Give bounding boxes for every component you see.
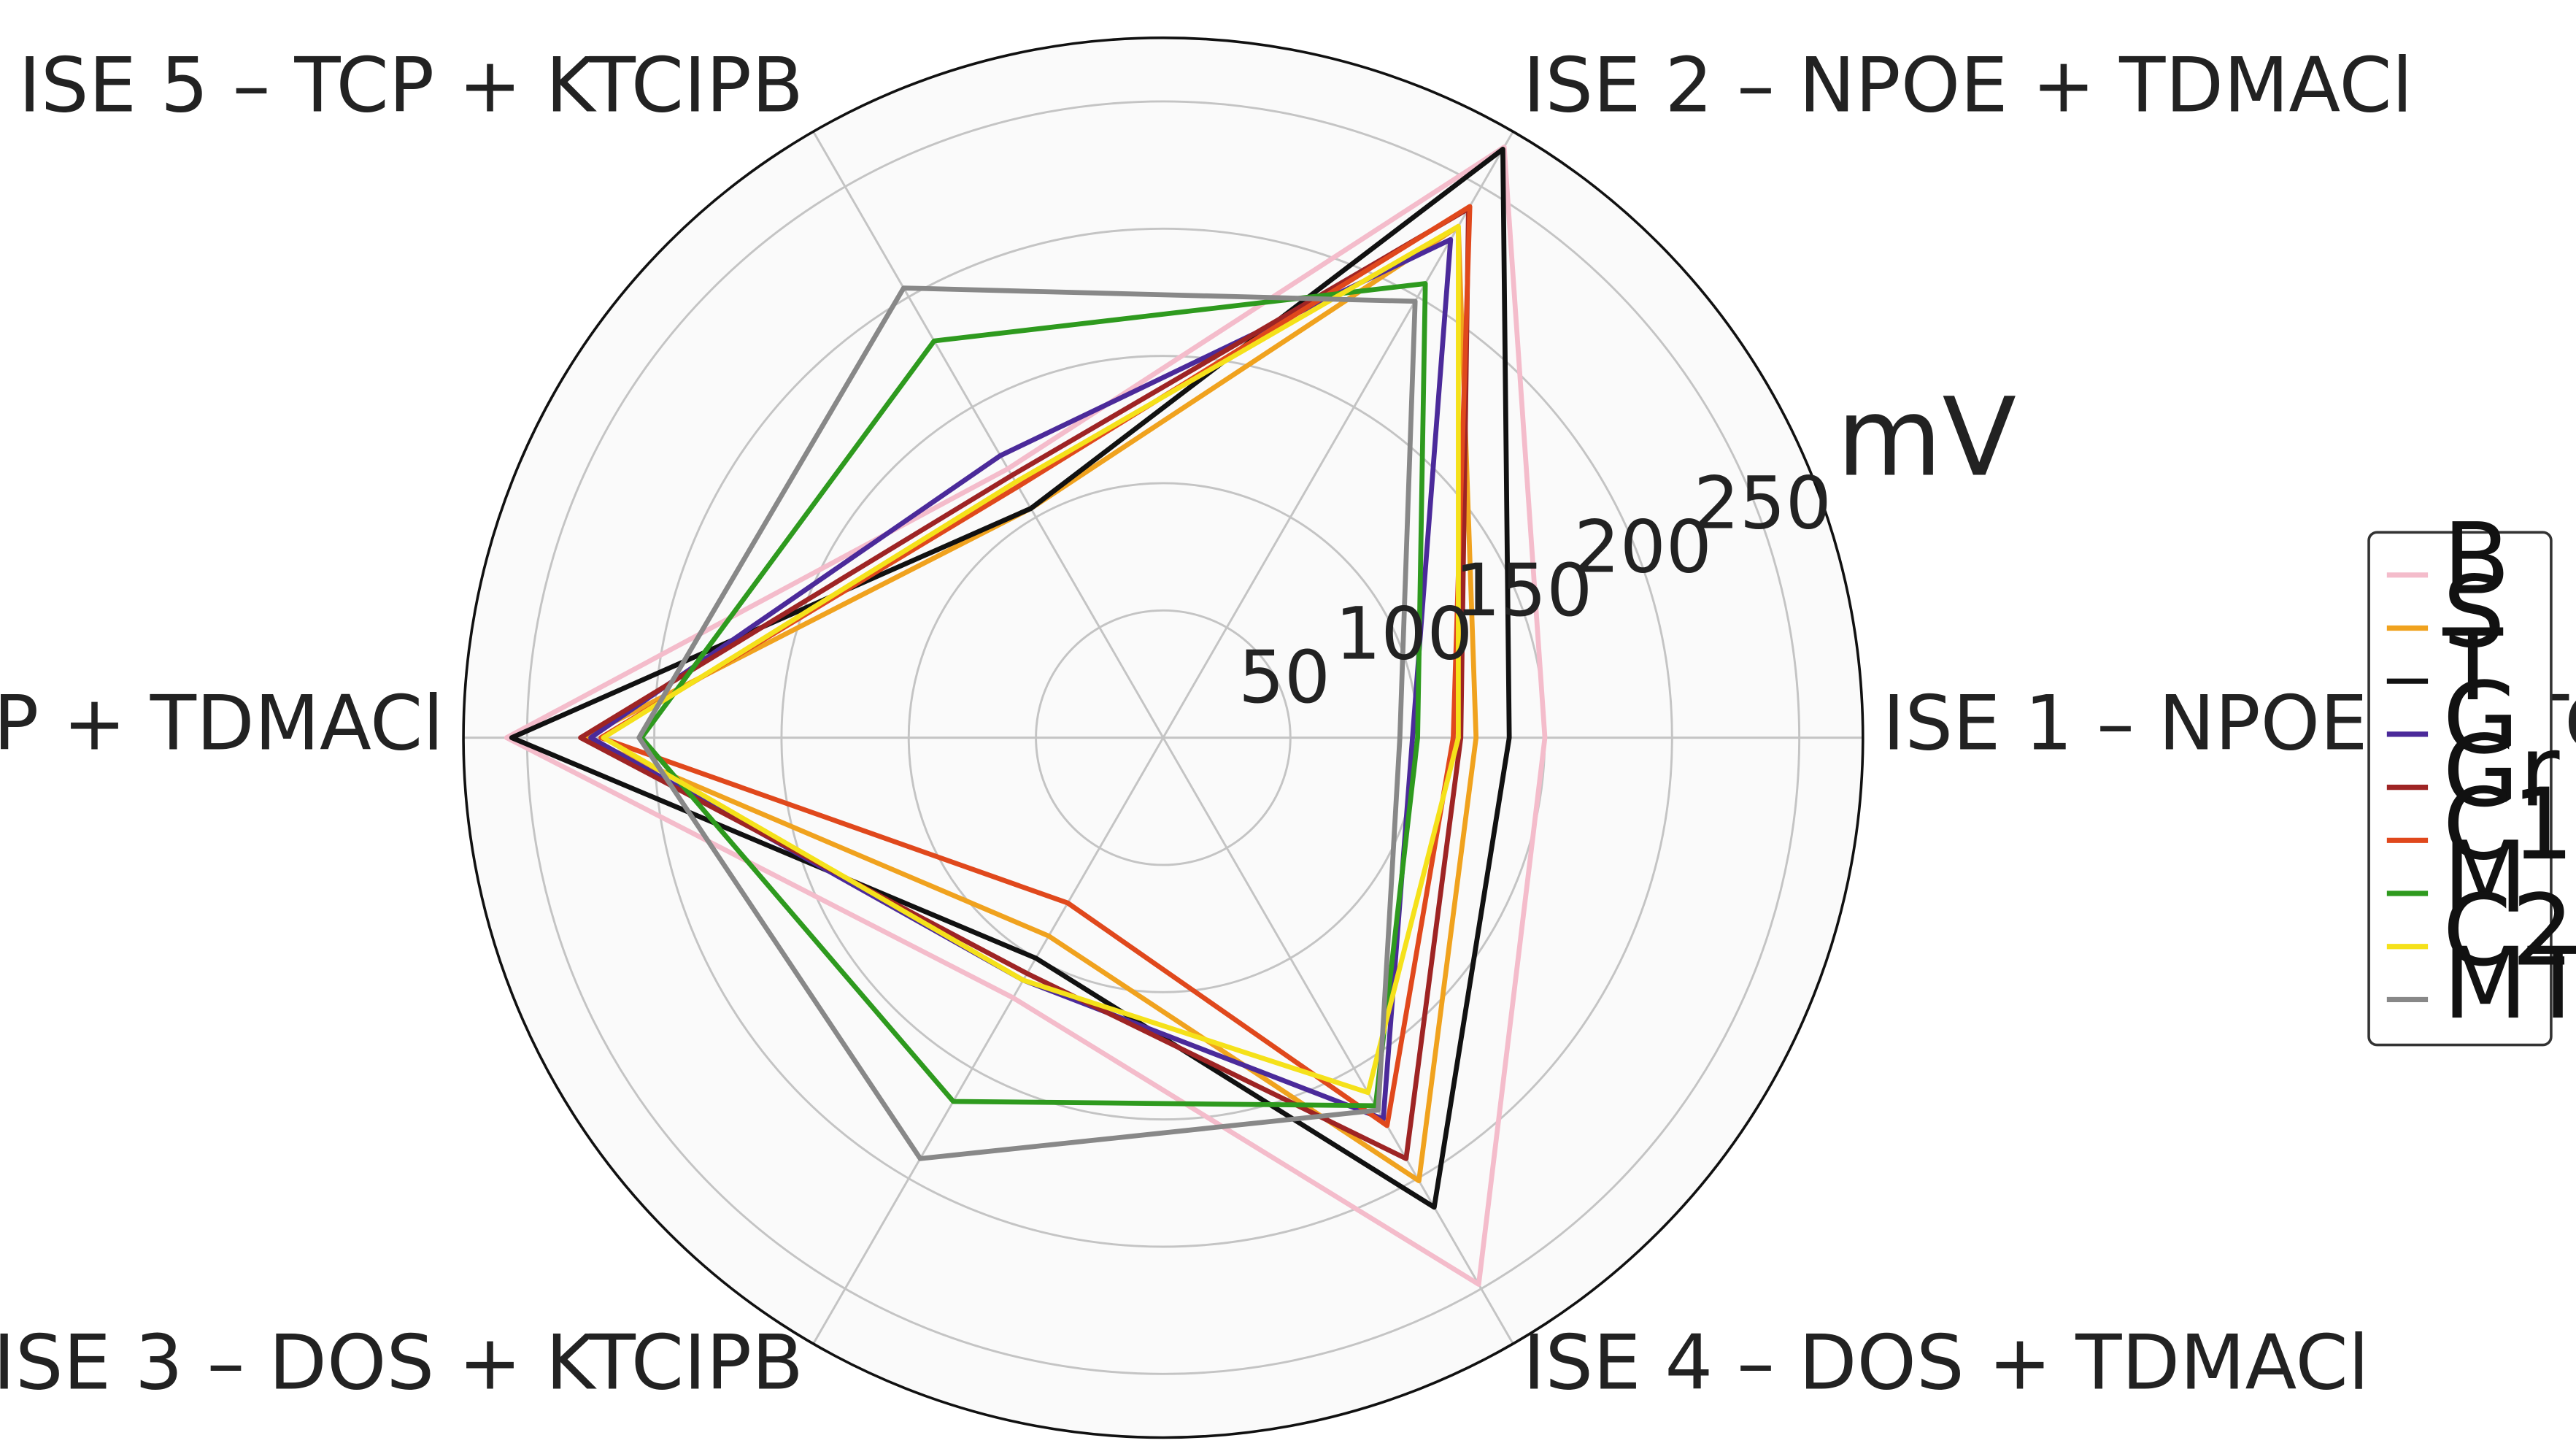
category-label: ISE 6 – TCP + TDMACl (0, 680, 444, 767)
legend-items: B S T G Gr C1 M C2 MT (2386, 502, 2576, 1041)
category-label: ISE 4 – DOS + TDMACl (1523, 1320, 2369, 1407)
series-line-c2 (601, 223, 1461, 1096)
legend-label: S (2442, 555, 2505, 669)
radial-axis-unit-label: mV (1837, 374, 2016, 501)
series-line-g (588, 236, 1454, 1122)
radial-tick-label: 200 (1574, 505, 1712, 589)
legend-label: MT (2442, 926, 2576, 1041)
grid-spoke (1162, 736, 1514, 1345)
series-line-t (509, 147, 1512, 1210)
radial-tick-label: 50 (1238, 636, 1330, 720)
radial-tick-label: 250 (1694, 462, 1832, 546)
polar-grid (463, 100, 1863, 1375)
legend-box (2367, 531, 2553, 1047)
legend-label: M (2442, 820, 2528, 935)
category-labels: ISE 1 – NPOE + KTCIPB ISE 2 – NPOE + TDM… (0, 42, 2576, 1407)
grid-spoke (1162, 131, 1514, 739)
radial-tick-label: 150 (1454, 549, 1592, 633)
series-line-b (504, 145, 1548, 1287)
radial-tick-label: 100 (1335, 593, 1473, 677)
grid-spoke (812, 736, 1165, 1345)
legend-label: C1 (2442, 767, 2574, 882)
category-label: ISE 5 – TCP + KTCIPB (18, 42, 803, 129)
category-label: ISE 2 – NPOE + TDMACl (1523, 42, 2413, 129)
radial-tick-labels: 50 100 150 200 250 (1238, 462, 1832, 720)
legend: B S T G Gr C1 M C2 MT (2367, 502, 2576, 1047)
grid-spoke (812, 131, 1165, 739)
legend-label: Gr (2442, 714, 2560, 828)
legend-label: T (2442, 608, 2503, 723)
legend-label: C2 (2442, 873, 2574, 988)
legend-label: G (2442, 661, 2519, 776)
legend-label: B (2442, 502, 2510, 617)
series-layer (504, 145, 1548, 1287)
outer-frame (462, 36, 1864, 1439)
category-label: ISE 3 – DOS + KTCIPB (0, 1320, 803, 1407)
series-line-mt (636, 285, 1418, 1161)
